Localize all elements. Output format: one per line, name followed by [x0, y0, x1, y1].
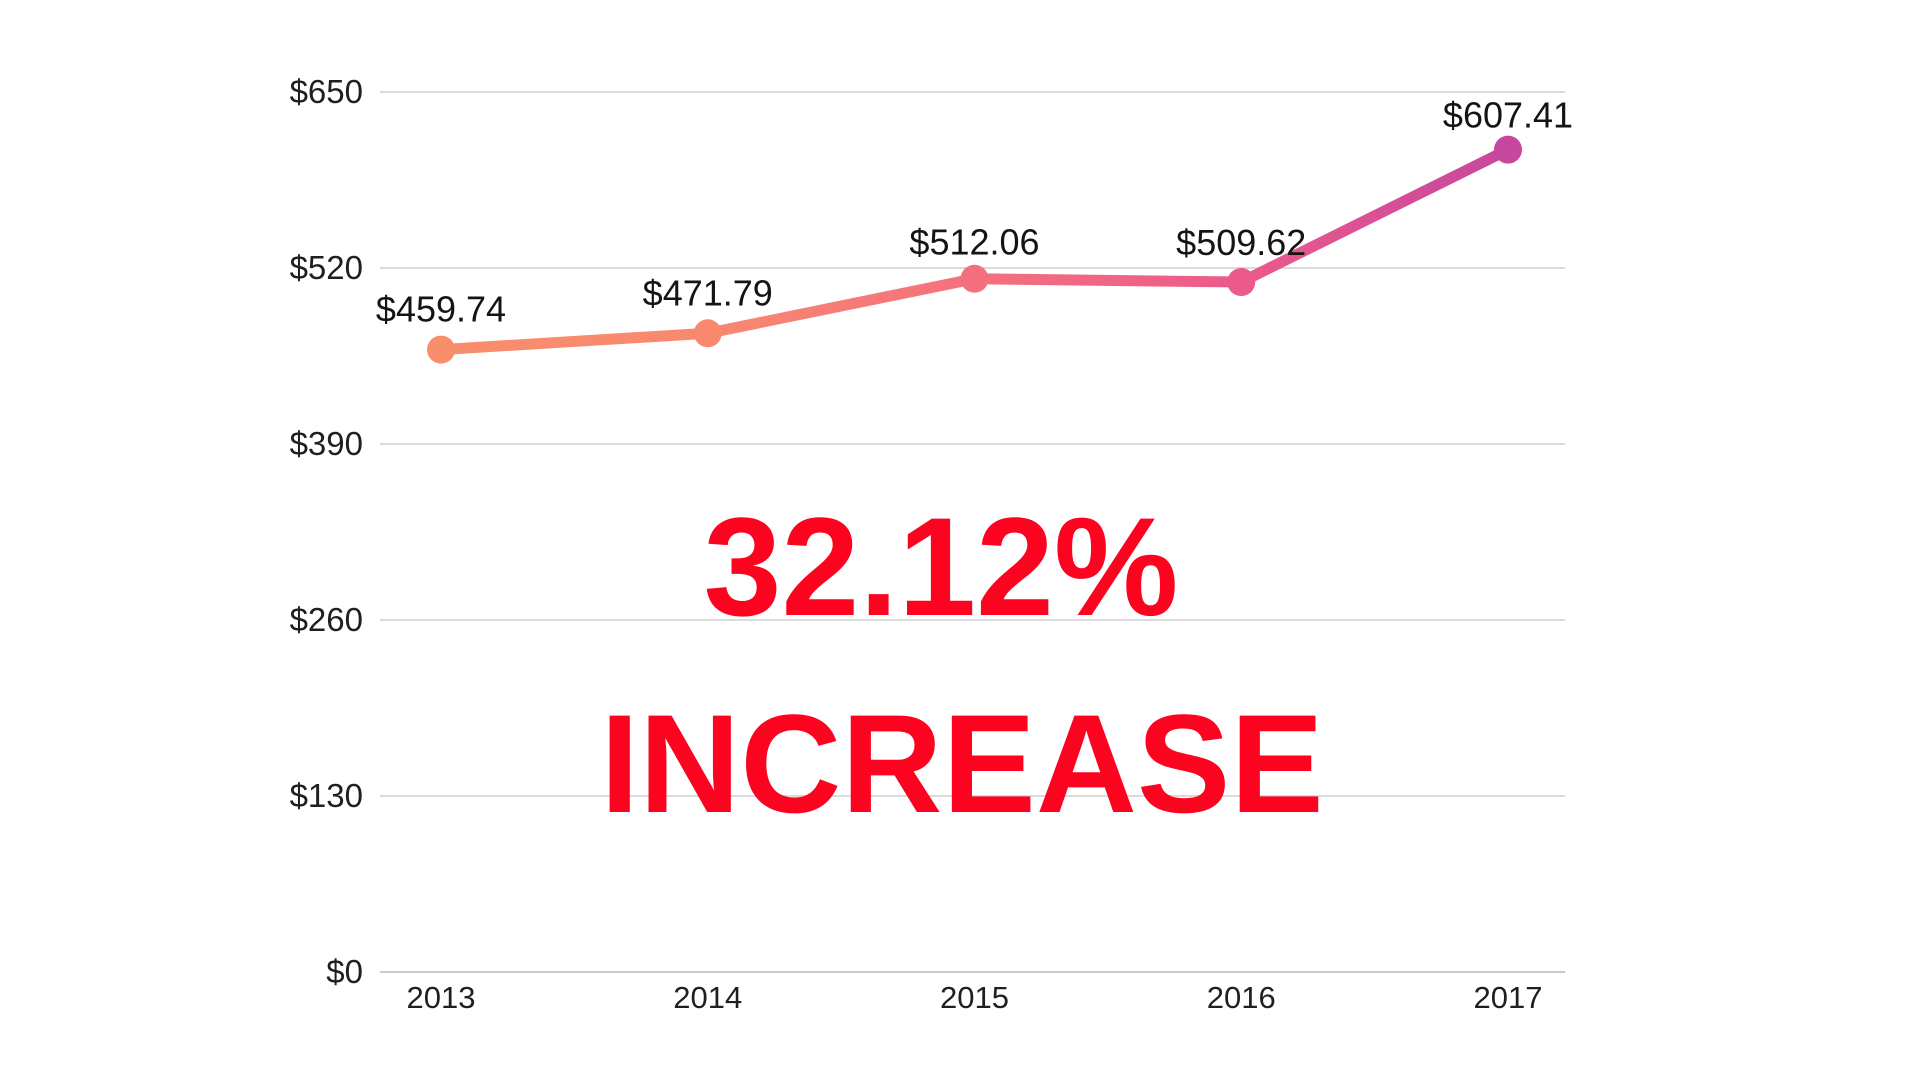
data-point-2017[interactable]	[1494, 135, 1522, 164]
x-tick-label: 2014	[673, 980, 742, 1015]
y-tick-label: $650	[290, 73, 363, 110]
data-point-label: $509.62	[1176, 222, 1306, 263]
data-point-2016[interactable]	[1227, 268, 1256, 297]
y-tick-label: $130	[290, 777, 363, 814]
data-point-2015[interactable]	[960, 264, 989, 293]
data-points	[427, 135, 1522, 364]
data-point-2014[interactable]	[693, 319, 722, 348]
data-point-label: $607.41	[1443, 95, 1573, 136]
annotation-increase-text: INCREASE	[600, 685, 1323, 842]
data-point-labels: $459.74 $471.79 $512.06 $509.62 $607.41	[376, 95, 1573, 330]
x-tick-label: 2016	[1207, 980, 1276, 1015]
y-tick-label: $520	[290, 249, 363, 286]
data-point-label: $471.79	[643, 272, 773, 313]
gridlines	[380, 91, 1565, 973]
x-axis-labels: 2013 2014 2015 2016 2017	[407, 980, 1543, 1015]
y-tick-label: $260	[290, 601, 363, 638]
y-axis-labels: $650 $520 $390 $260 $130 $0	[290, 73, 363, 990]
data-point-2013[interactable]	[427, 335, 455, 364]
data-point-label: $459.74	[376, 289, 506, 330]
annotation-percent-text: 32.12%	[704, 488, 1179, 645]
y-tick-label: $390	[290, 425, 363, 462]
x-tick-label: 2015	[940, 980, 1009, 1015]
x-tick-label: 2013	[407, 980, 476, 1015]
data-point-label: $512.06	[909, 222, 1039, 263]
x-tick-label: 2017	[1474, 980, 1543, 1015]
y-tick-label: $0	[326, 953, 363, 990]
